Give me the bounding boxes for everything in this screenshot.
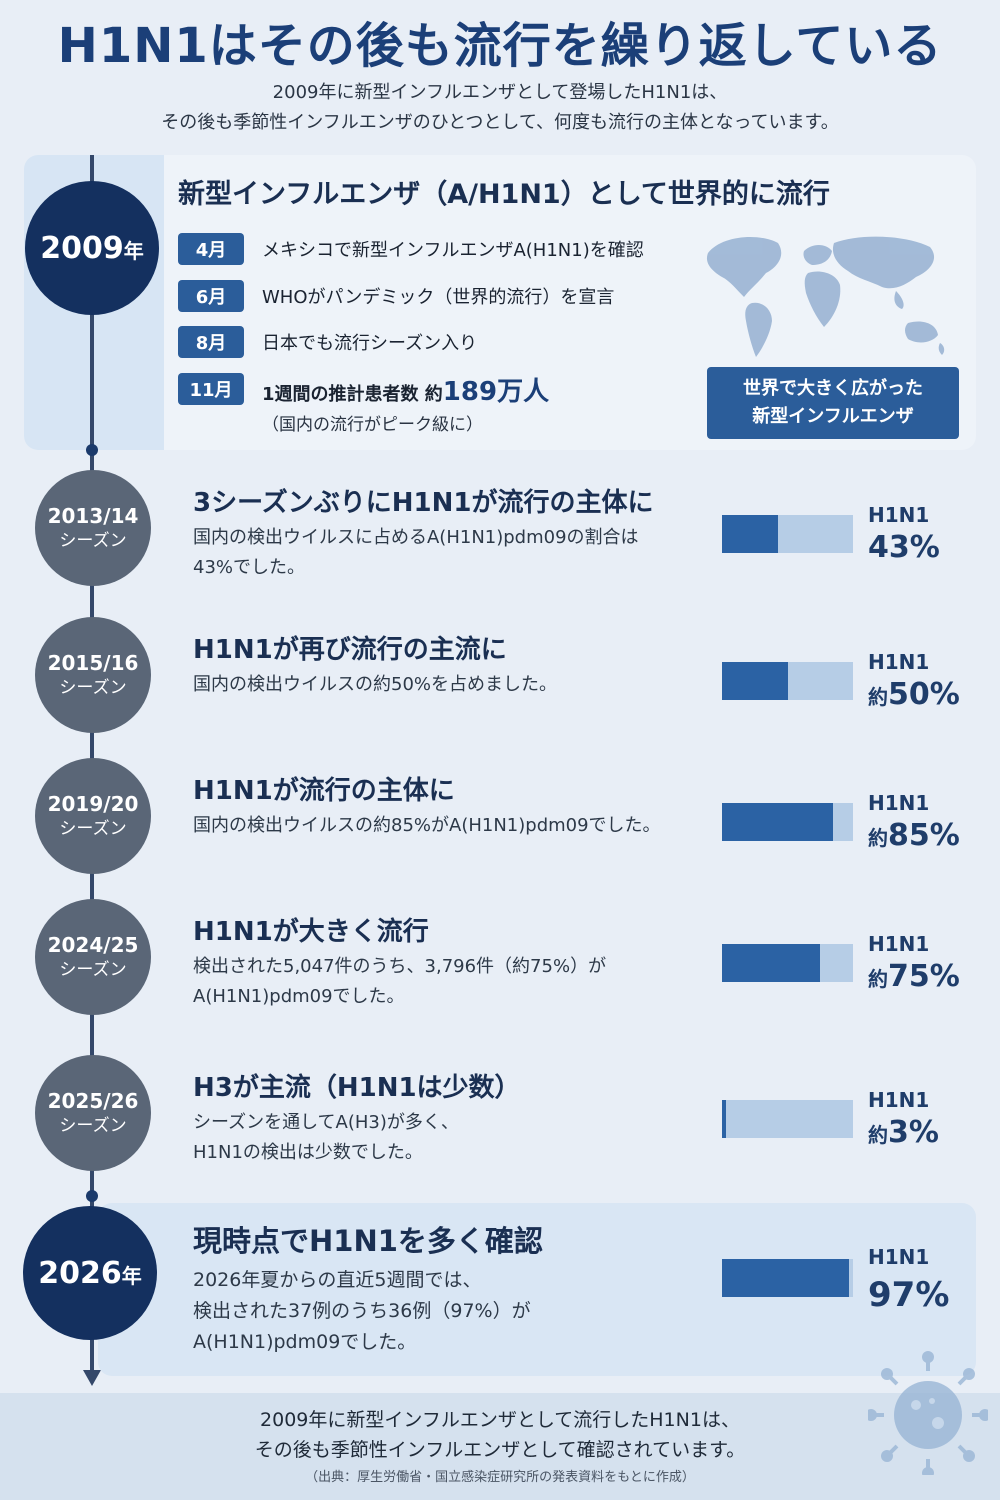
desc-line: 国内の検出ウイルスに占めるA(H1N1)pdm09の割合は [193, 527, 639, 548]
season-title: H1N1が流行の主体に [193, 776, 455, 806]
season-title: H3が主流（H1N1は少数） [193, 1073, 521, 1103]
event-text: 1週間の推計患者数 約189万人 [262, 376, 550, 407]
bar-label: H1N1 [868, 503, 930, 527]
h1n1-share-bar [722, 803, 853, 841]
footer [0, 1393, 1000, 1500]
season-year: 2019/20 [47, 792, 139, 816]
season-title: H1N1が再び流行の主流に [193, 635, 507, 665]
map-caption-line: 新型インフルエンザ [752, 406, 914, 427]
year-circle-2026: 2026年 [23, 1206, 157, 1340]
bar-label: H1N1 [868, 1245, 930, 1269]
desc-line: H1N1の検出は少数でした。 [193, 1142, 423, 1163]
h1n1-share-fill [722, 1100, 726, 1138]
bar-label: H1N1 [868, 932, 930, 956]
desc-line: 国内の検出ウイルスの約85%がA(H1N1)pdm09でした。 [193, 815, 661, 836]
map-caption: 世界で大きく広がった 新型インフルエンザ [707, 367, 959, 439]
page-header: H1N1はその後も流行を繰り返している 2009年に新型インフルエンザとして登場… [0, 0, 1000, 150]
event-row: 4月 メキシコで新型インフルエンザA(H1N1)を確認 [178, 232, 644, 266]
bar-label: H1N1 [868, 650, 930, 674]
season-circle: 2019/20 シーズン [35, 758, 151, 874]
subtitle-line: その後も季節性インフルエンザのひとつとして、何度も流行の主体となっています。 [161, 112, 839, 133]
season-desc: シーズンを通してA(H3)が多く、 H1N1の検出は少数でした。 [193, 1108, 459, 1168]
season-circle: 2025/26 シーズン [35, 1055, 151, 1171]
year-label: 2026年 [38, 1255, 142, 1291]
h1n1-share-fill [722, 515, 779, 553]
season-label: シーズン [59, 531, 127, 551]
season-desc: 検出された5,047件のうち、3,796件（約75%）が A(H1N1)pdm0… [193, 952, 606, 1012]
year-circle-2009: 2009年 [25, 181, 159, 315]
desc-line: A(H1N1)pdm09でした。 [193, 986, 405, 1007]
event-row: 8月 日本でも流行シーズン入り [178, 325, 477, 359]
year-label: 2009年 [40, 230, 144, 266]
page-subtitle: 2009年に新型インフルエンザとして登場したH1N1は、 その後も季節性インフル… [0, 78, 1000, 138]
h1n1-share-bar [722, 515, 853, 553]
bar-label: H1N1 [868, 791, 930, 815]
season-year: 2013/14 [47, 504, 139, 528]
share-percent: 約75% [868, 959, 960, 994]
month-badge: 4月 [178, 233, 244, 265]
section-2009-heading: 新型インフルエンザ（A/H1N1）として世界的に流行 [178, 179, 830, 210]
world-map-icon [706, 236, 945, 357]
footer-source: （出典：厚生労働省・国立感染症研究所の発表資料をもとに作成） [305, 1470, 695, 1485]
season-label: シーズン [59, 819, 127, 839]
bar-label: H1N1 [868, 1088, 930, 1112]
event-row: 11月 1週間の推計患者数 約189万人 [178, 372, 550, 407]
desc-line: 検出された37例のうち36例（97%）が [193, 1300, 531, 1322]
h1n1-share-bar [722, 1100, 853, 1138]
event-text: WHOがパンデミック（世界的流行）を宣言 [262, 287, 615, 308]
event-row: 6月 WHOがパンデミック（世界的流行）を宣言 [178, 279, 614, 313]
share-percent: 約50% [868, 677, 960, 712]
season-title: 3シーズンぶりにH1N1が流行の主体に [193, 488, 654, 518]
timeline-arrow-icon [83, 1370, 101, 1386]
section-2026-desc: 2026年夏からの直近5週間では、 検出された37例のうち36例（97%）が A… [193, 1265, 531, 1358]
desc-line: A(H1N1)pdm09でした。 [193, 1331, 417, 1353]
season-desc: 国内の検出ウイルスの約85%がA(H1N1)pdm09でした。 [193, 811, 661, 841]
virus-icon [868, 1351, 988, 1475]
h1n1-share-bar [722, 662, 853, 700]
season-year: 2024/25 [47, 933, 139, 957]
share-percent: 約3% [868, 1115, 939, 1150]
event-text: メキシコで新型インフルエンザA(H1N1)を確認 [262, 240, 644, 261]
h1n1-share-fill [722, 662, 788, 700]
share-percent: 約85% [868, 818, 960, 853]
season-circle: 2015/16 シーズン [35, 617, 151, 733]
h1n1-share-bar [722, 1259, 853, 1297]
timeline-dot [86, 444, 98, 456]
month-badge: 6月 [178, 280, 244, 312]
footer-line: その後も季節性インフルエンザとして確認されています。 [254, 1439, 746, 1461]
share-percent: 43% [868, 530, 940, 565]
month-badge: 8月 [178, 326, 244, 358]
season-circle: 2024/25 シーズン [35, 899, 151, 1015]
footer-summary: 2009年に新型インフルエンザとして流行したH1N1は、 その後も季節性インフル… [0, 1405, 1000, 1465]
section-2026-title: 現時点でH1N1を多く確認 [193, 1224, 543, 1258]
share-percent: 97% [868, 1275, 950, 1315]
desc-line: シーズンを通してA(H3)が多く、 [193, 1112, 459, 1133]
h1n1-share-fill [722, 944, 821, 982]
desc-line: 43%でした。 [193, 557, 306, 578]
season-label: シーズン [59, 960, 127, 980]
season-label: シーズン [59, 678, 127, 698]
patient-count: 189万人 [442, 376, 550, 407]
season-desc: 国内の検出ウイルスに占めるA(H1N1)pdm09の割合は 43%でした。 [193, 523, 639, 583]
page-title: H1N1はその後も流行を繰り返している [57, 18, 943, 74]
event-note: （国内の流行がピーク級に） [262, 415, 483, 435]
desc-line: 検出された5,047件のうち、3,796件（約75%）が [193, 956, 607, 977]
h1n1-share-bar [722, 944, 853, 982]
season-label: シーズン [59, 1116, 127, 1136]
timeline-dot [86, 1190, 98, 1202]
season-title: H1N1が大きく流行 [193, 917, 429, 947]
h1n1-share-fill [722, 803, 834, 841]
map-caption-line: 世界で大きく広がった [743, 378, 923, 399]
event-text: 日本でも流行シーズン入り [262, 333, 478, 354]
desc-line: 国内の検出ウイルスの約50%を占めました。 [193, 674, 558, 695]
subtitle-line: 2009年に新型インフルエンザとして登場したH1N1は、 [272, 82, 728, 103]
season-year: 2025/26 [47, 1089, 139, 1113]
season-year: 2015/16 [47, 651, 139, 675]
desc-line: 2026年夏からの直近5週間では、 [193, 1269, 482, 1291]
month-badge: 11月 [178, 373, 244, 405]
season-circle: 2013/14 シーズン [35, 470, 151, 586]
season-desc: 国内の検出ウイルスの約50%を占めました。 [193, 670, 557, 700]
h1n1-share-fill [722, 1259, 850, 1297]
footer-line: 2009年に新型インフルエンザとして流行したH1N1は、 [260, 1409, 740, 1431]
